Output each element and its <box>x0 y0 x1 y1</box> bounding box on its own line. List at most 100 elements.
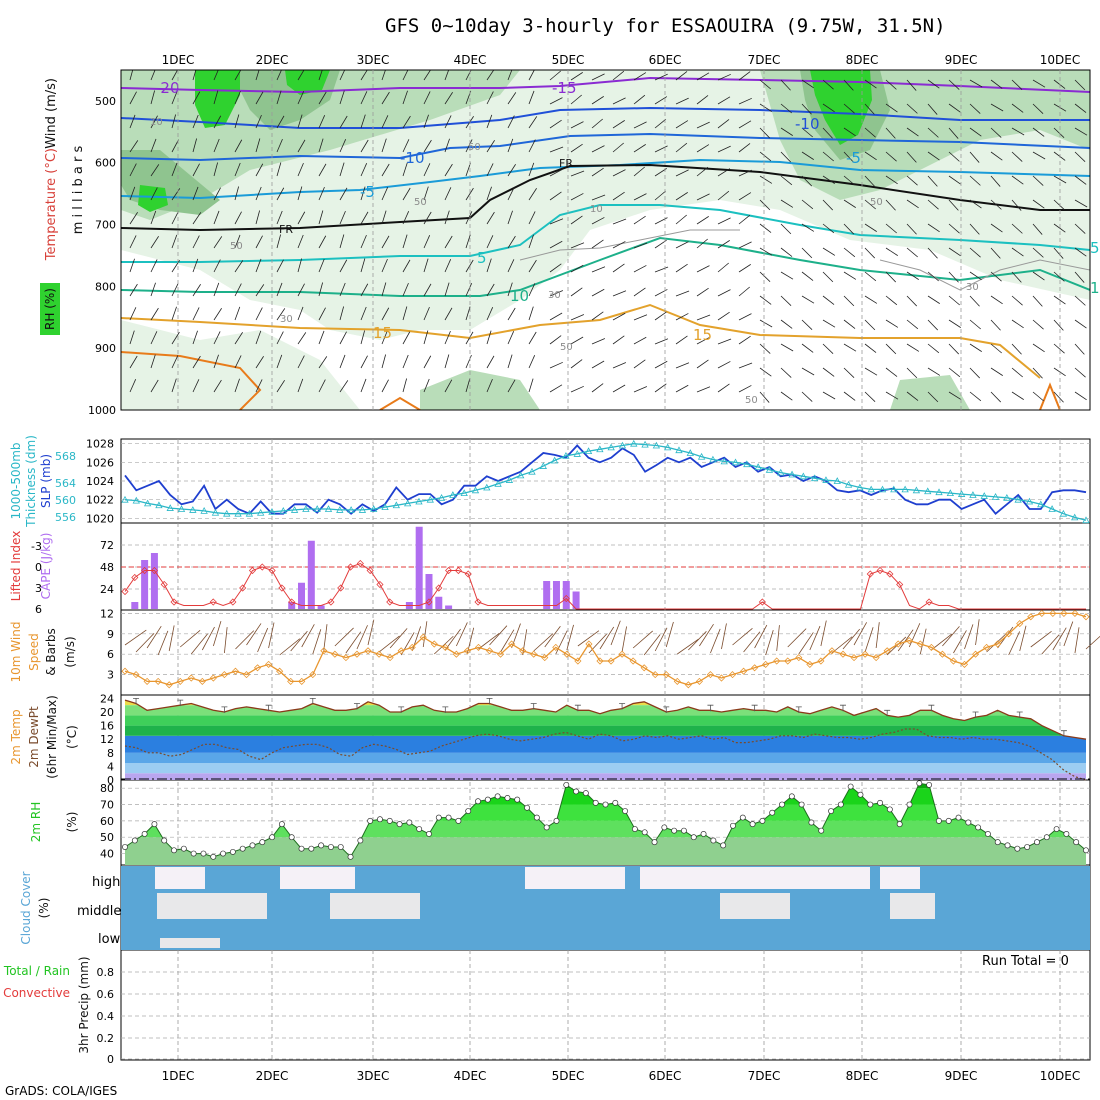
thickness-marker <box>697 452 706 460</box>
thickness-marker <box>494 479 502 487</box>
thickness-marker <box>449 491 457 498</box>
thickness-marker <box>641 440 649 448</box>
temp-maxmin-marker <box>1060 730 1067 737</box>
wind-barb <box>717 145 731 153</box>
ylabel-wind-2: Speed <box>27 633 41 671</box>
li-marker <box>758 598 766 606</box>
ylabel-cloud-1: Cloud Cover <box>19 871 33 944</box>
rh-band <box>125 837 1086 865</box>
rh-marker <box>455 817 462 824</box>
wind-barb <box>990 79 1003 89</box>
wind-barb <box>948 295 960 306</box>
wind-barb <box>717 190 730 201</box>
wind-barb <box>171 283 179 297</box>
temp-band <box>125 735 1086 753</box>
li-marker <box>170 598 178 606</box>
li-marker <box>925 598 933 606</box>
wind-barb <box>654 190 666 201</box>
wind-barb <box>759 247 773 256</box>
cloud-clear-gap <box>330 893 420 919</box>
wind-barb <box>528 234 534 249</box>
wind-barb <box>696 193 710 201</box>
precip-panel-frame <box>120 949 1091 1061</box>
rh-marker <box>808 819 815 826</box>
thickness-marker <box>539 462 547 469</box>
wind-panel-frame <box>120 609 1091 696</box>
li-marker <box>366 566 374 575</box>
wind-barb <box>906 343 920 352</box>
wind-speed-marker <box>574 657 582 665</box>
wind-barb <box>507 379 516 393</box>
thickness-marker <box>189 506 197 513</box>
upper-wind-barbs <box>129 70 1088 403</box>
thickness-marker <box>403 499 412 507</box>
wind-barb <box>843 223 855 235</box>
wind-barb <box>192 235 200 249</box>
wind-barb <box>150 210 157 225</box>
thickness-marker <box>460 489 468 497</box>
wind-barb <box>654 73 668 81</box>
wind-barb <box>528 70 535 81</box>
thickness-marker <box>143 499 152 507</box>
wind-barb <box>381 91 390 105</box>
wind-barb <box>927 367 941 376</box>
wind-barb <box>906 223 917 235</box>
wind-barb <box>990 295 1003 305</box>
wind-barb <box>906 391 919 401</box>
rh-shade-moist-3 <box>810 70 872 145</box>
wind-barb <box>948 271 959 283</box>
wind-barb <box>1011 247 1024 257</box>
wind-barb <box>906 295 918 307</box>
wind-barb <box>318 70 323 81</box>
thickness-marker <box>550 456 559 464</box>
wind-barb <box>885 271 897 283</box>
wind-barb <box>801 295 815 304</box>
wind-barb <box>171 331 180 345</box>
wind-barb <box>717 119 730 129</box>
wind-barb <box>822 247 836 256</box>
rh-marker <box>935 817 942 824</box>
wind-barb <box>1074 247 1087 257</box>
wind-barb <box>528 162 535 177</box>
thickness-marker <box>969 491 977 498</box>
wind-barb <box>213 308 222 321</box>
surface-wind-barb <box>1052 627 1067 651</box>
wind-speed-marker <box>850 654 858 662</box>
wind-barb <box>1032 103 1044 115</box>
wind-barb <box>192 379 200 393</box>
wind-barb <box>633 265 647 273</box>
wind-barb <box>633 193 647 201</box>
wind-barb <box>885 79 897 90</box>
wind-barb <box>381 187 389 201</box>
wind-barb <box>402 187 411 201</box>
wind-barb <box>591 118 603 129</box>
li-marker <box>356 559 364 568</box>
wind-barb <box>717 262 729 273</box>
wind-speed-marker <box>220 671 228 679</box>
wind-barb <box>171 114 177 129</box>
contour-label: -15 <box>552 79 577 97</box>
wind-barb <box>570 170 585 177</box>
y-tick-label: 564 <box>55 477 76 490</box>
rh-bands <box>125 783 1086 865</box>
wind-barb <box>570 385 584 393</box>
wind-barb <box>633 359 646 369</box>
wind-barb <box>381 210 387 225</box>
wind-barb <box>990 271 1002 282</box>
cape-bar <box>445 605 453 609</box>
rh-shade-moist-4 <box>138 185 168 212</box>
wind-speed-marker <box>795 654 803 662</box>
y-tick-label: 8 <box>107 747 114 760</box>
thickness-marker <box>664 443 672 451</box>
wind-barb <box>486 235 494 249</box>
wind-barb <box>948 103 961 113</box>
rh-marker <box>965 819 972 826</box>
wind-barb <box>717 361 731 369</box>
rh-label: 30 <box>280 314 293 325</box>
li-marker <box>435 584 443 592</box>
rh-marker <box>151 821 158 828</box>
y-tick-label: 0.8 <box>97 966 115 979</box>
wind-barb <box>1011 151 1023 162</box>
wind-speed-marker <box>320 647 328 655</box>
wind-speed-marker <box>828 647 836 655</box>
